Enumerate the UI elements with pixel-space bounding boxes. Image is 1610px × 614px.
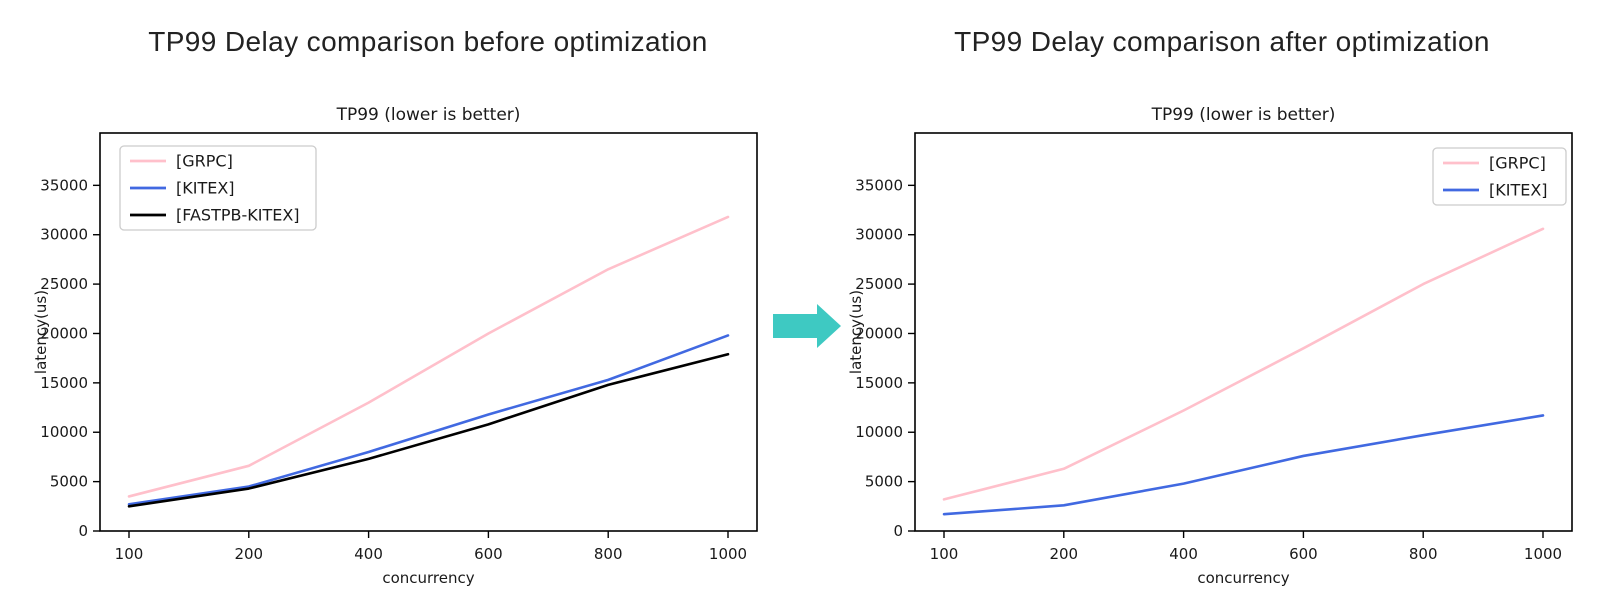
chart-before-optimization: 0 5000 10000 15000 20000 25000 30000 35000 100 20… [30,88,770,593]
x-tick-label: 200 [234,545,263,563]
x-tick-label: 1000 [709,545,747,563]
y-tick-label: 25000 [855,275,903,293]
chart-svg-after: 0 5000 10000 15000 20000 25000 30000 35000 100 20… [847,105,1573,587]
y-tick-label: 35000 [855,176,903,194]
x-tick-label: 100 [930,545,959,563]
y-tick-label: 20000 [855,324,903,342]
legend-label: [GRPC] [1489,154,1546,173]
x-tick-label: 1000 [1524,545,1562,563]
x-tick-label: 800 [1409,545,1438,563]
legend-label: [FASTPB-KITEX] [176,206,300,225]
y-tick-label: 30000 [40,226,88,244]
plot-title: TP99 (lower is better) [336,105,521,125]
legend-box [119,145,317,231]
y-tick-label: 25000 [40,275,88,293]
y-tick-label: 5000 [50,473,88,491]
x-tick-label: 100 [115,545,144,563]
plot-title: TP99 (lower is better) [1151,105,1336,125]
x-tick-label: 800 [594,545,623,563]
y-tick-label: 15000 [855,374,903,392]
series-line-kitex [127,334,730,506]
legend-label: [KITEX] [176,179,235,198]
x-tick-label: 600 [1289,545,1318,563]
legend-label: [GRPC] [176,152,233,171]
x-axis-label: concurrency [382,569,474,587]
y-tick-label: 15000 [40,374,88,392]
y-tick-label: 10000 [855,423,903,441]
y-tick-label: 35000 [40,176,88,194]
y-tick-label: 20000 [40,324,88,342]
chart-after-optimization: 0 5000 10000 15000 20000 25000 30000 35000 100 20… [845,88,1585,593]
plot-border [99,132,758,532]
series-line-kitex [942,414,1545,516]
arrow-right-icon [773,304,841,348]
series-line-grpc [127,215,730,498]
plot-border [914,132,1573,532]
heading-after-optimization: TP99 Delay comparison after optimization [954,26,1490,57]
series-line-grpc [942,227,1545,501]
x-tick-label: 600 [474,545,503,563]
legend: [GRPC] [KITEX] [FASTPB-KITEX] [119,145,317,231]
x-tick-label: 200 [1049,545,1078,563]
y-tick-label: 5000 [865,473,903,491]
y-tick-label: 10000 [40,423,88,441]
x-tick-label: 400 [1169,545,1198,563]
y-axis-label: latency(us) [32,290,50,374]
legend-label: [KITEX] [1489,181,1548,200]
x-tick-label: 400 [354,545,383,563]
heading-before-optimization: TP99 Delay comparison before optimizatio… [148,26,708,57]
y-axis-label: latency(us) [847,290,865,374]
y-tick-label: 0 [78,522,88,540]
series-line-fastpb-kitex [127,352,730,508]
chart-svg-before: 0 5000 10000 15000 20000 25000 30000 35000 100 20… [32,105,758,587]
legend: [GRPC] [KITEX] [1432,147,1567,206]
arrow-right-shape [773,304,841,348]
x-axis-label: concurrency [1197,569,1289,587]
y-tick-label: 0 [893,522,903,540]
y-tick-label: 30000 [855,226,903,244]
